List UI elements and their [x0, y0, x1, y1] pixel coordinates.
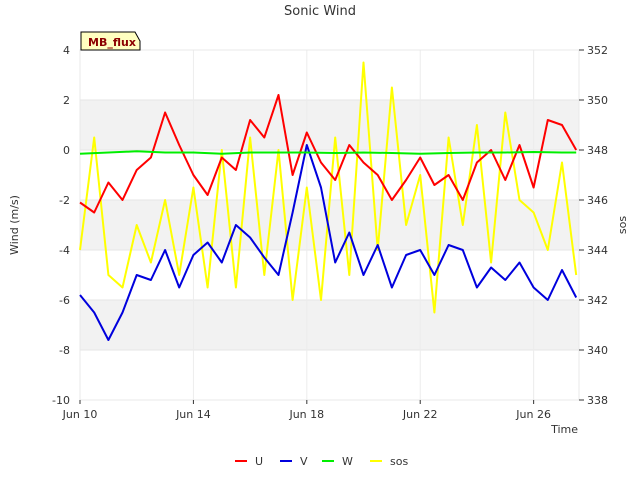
x-tick-3: Jun 22: [402, 408, 438, 421]
plot-bands: [80, 100, 579, 350]
y-tick-right-7: 352: [587, 44, 608, 57]
y-tick-right-3: 344: [587, 244, 608, 257]
y-tick-left-7: 4: [63, 44, 70, 57]
x-tick-1: Jun 14: [175, 408, 211, 421]
x-axis: Jun 10 Jun 14 Jun 18 Jun 22 Jun 26: [62, 400, 551, 421]
y-axis-label-right: sos: [616, 216, 629, 234]
y-tick-left-4: -2: [59, 194, 70, 207]
x-tick-0: Jun 10: [62, 408, 98, 421]
x-tick-2: Jun 18: [288, 408, 324, 421]
legend-label-u: U: [255, 455, 263, 468]
series-line-v: [79, 144, 578, 341]
y-tick-right-5: 348: [587, 144, 608, 157]
chart-title: Sonic Wind: [284, 4, 356, 19]
legend-label-sos: sos: [390, 455, 408, 468]
y-tick-right-2: 342: [587, 294, 608, 307]
left-axis: -10 -8 -6 -4 -2 0 2 4: [52, 44, 70, 407]
plot-band-2: [80, 100, 579, 150]
series-line-w: [79, 150, 577, 155]
y-tick-right-4: 346: [587, 194, 608, 207]
y-tick-right-0: 338: [587, 394, 608, 407]
series-layer: [79, 61, 578, 341]
legend-label-v: V: [300, 455, 308, 468]
x-tick-4: Jun 26: [515, 408, 551, 421]
badge-label: MB_flux: [88, 36, 136, 49]
series-line-sos: [79, 61, 578, 314]
y-tick-left-5: 0: [63, 144, 70, 157]
series-line-u: [79, 94, 578, 214]
y-tick-left-1: -8: [59, 344, 70, 357]
y-tick-left-0: -10: [52, 394, 70, 407]
y-tick-left-2: -6: [59, 294, 70, 307]
legend-label-w: W: [342, 455, 353, 468]
mb-flux-badge: MB_flux: [80, 31, 141, 51]
y-tick-right-6: 350: [587, 94, 608, 107]
y-axis-label-left: Wind (m/s): [8, 195, 21, 255]
plot-area-frame: [79, 49, 580, 401]
right-axis: 338 340 342 344 346 348 350 352: [579, 44, 608, 407]
plot-band-0: [80, 300, 579, 350]
y-tick-left-6: 2: [63, 94, 70, 107]
x-axis-label: Time: [550, 423, 578, 436]
badge-shape: [80, 31, 141, 51]
y-tick-right-1: 340: [587, 344, 608, 357]
y-tick-left-3: -4: [59, 244, 70, 257]
